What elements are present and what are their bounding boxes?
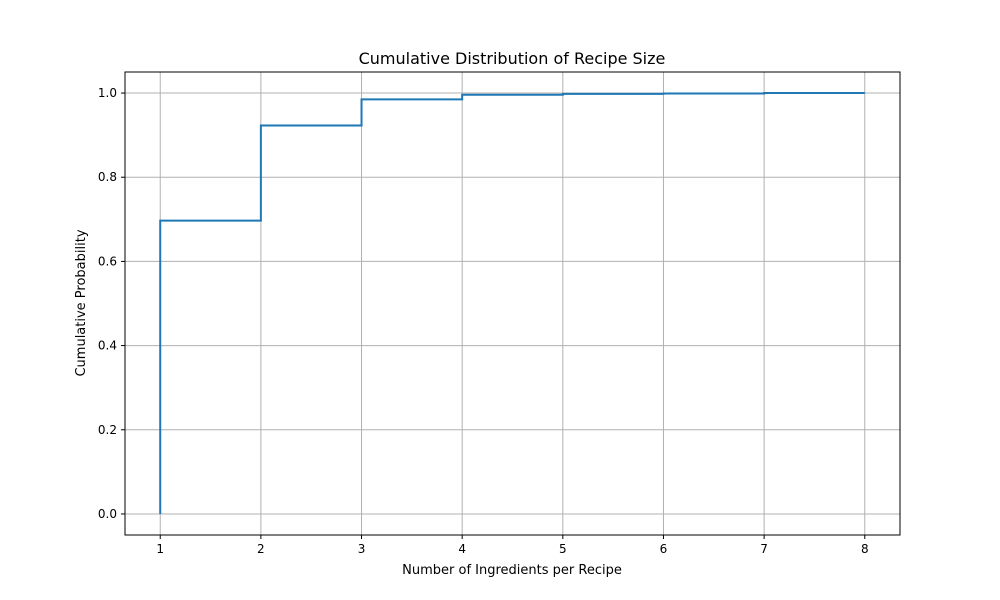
y-tick-label: 0.4 [98,339,117,353]
x-tick-label: 3 [358,542,366,556]
x-tick-label: 7 [760,542,768,556]
x-tick-label: 4 [458,542,466,556]
chart-title: Cumulative Distribution of Recipe Size [359,49,666,68]
plot-frame [124,71,901,536]
x-tick-label: 1 [156,542,164,556]
x-tick-label: 6 [660,542,668,556]
x-axis-ticks: 1 2 3 4 5 6 7 8 [156,535,869,556]
y-tick-label: 0.6 [98,254,117,268]
x-tick-label: 2 [257,542,265,556]
x-tick-label: 5 [559,542,567,556]
y-axis-label: Cumulative Probability [74,229,89,376]
series-layer [159,92,865,514]
grid [125,72,900,535]
y-tick-label: 0.0 [98,507,117,521]
x-axis-label: Number of Ingredients per Recipe [402,563,622,578]
x-tick-label: 8 [861,542,869,556]
y-tick-label: 0.2 [98,423,117,437]
y-axis-ticks: 0.0 0.2 0.4 0.6 0.8 1.0 [98,86,125,521]
y-tick-label: 0.8 [98,170,117,184]
cdf-step-line [159,92,865,514]
y-tick-label: 1.0 [98,86,117,100]
